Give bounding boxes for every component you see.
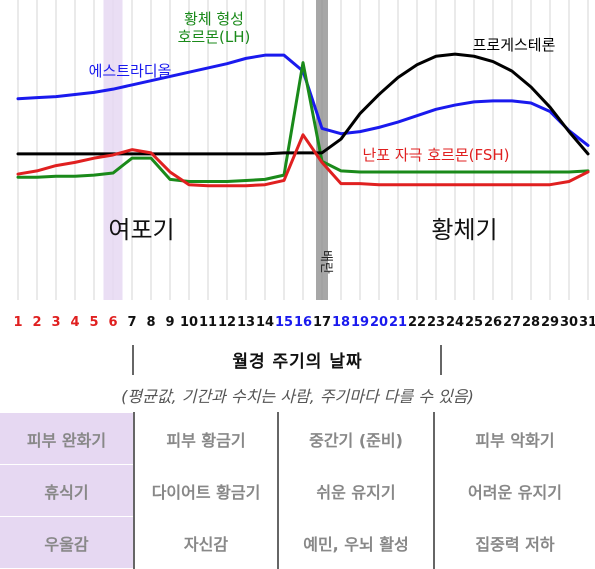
series-label: 호르몬(LH) bbox=[178, 28, 251, 46]
x-tick-label: 18 bbox=[332, 315, 350, 330]
series-label: 에스트라디올 bbox=[89, 62, 172, 80]
table-row: 피부 완화기 피부 황금기 중간기 (준비) 피부 악화기 bbox=[0, 412, 595, 465]
x-tick-label: 24 bbox=[446, 315, 464, 330]
table-cell: 피부 완화기 bbox=[0, 412, 135, 465]
x-tick-label: 30 bbox=[560, 315, 578, 330]
x-axis-ticks: 1 2 3 4 5 6 7 8 9 10 11 12 13 14 15 16 17 18 19 20 21 22 23 24 2… bbox=[13, 315, 595, 330]
x-tick-label: 29 bbox=[541, 315, 559, 330]
x-tick-label: 11 bbox=[199, 315, 217, 330]
x-tick-label: 13 bbox=[237, 315, 255, 330]
x-tick-label: 26 bbox=[484, 315, 502, 330]
x-tick-label: 5 bbox=[89, 315, 98, 330]
highlight-band-day-6 bbox=[103, 0, 123, 300]
table-cell: 다이어트 황금기 bbox=[133, 464, 279, 517]
ovulation-bar bbox=[316, 0, 328, 300]
phase-label: 황체기 bbox=[431, 216, 497, 244]
table-title-row: 월경 주기의 날짜 bbox=[0, 345, 595, 375]
series-label: 황체 형성 bbox=[184, 10, 244, 28]
x-tick-label: 16 bbox=[294, 315, 312, 330]
x-tick-label: 14 bbox=[256, 315, 274, 330]
table-cell: 예민, 우뇌 활성 bbox=[277, 516, 435, 569]
table-cell: 휴식기 bbox=[0, 464, 135, 517]
table-cell: 피부 황금기 bbox=[133, 412, 279, 465]
table-subtitle: (평균값, 기간과 수치는 사람, 주기마다 다를 수 있음) bbox=[121, 387, 474, 406]
x-tick-label: 3 bbox=[51, 315, 60, 330]
phase-table: 피부 완화기 피부 황금기 중간기 (준비) 피부 악화기 휴식기 다이어트 황… bbox=[0, 412, 595, 569]
x-tick-label: 15 bbox=[275, 315, 293, 330]
table-row: 우울감 자신감 예민, 우뇌 활성 집중력 저하 bbox=[0, 516, 595, 569]
table-cell: 우울감 bbox=[0, 516, 135, 569]
table-cell: 쉬운 유지기 bbox=[277, 464, 435, 517]
x-tick-label: 27 bbox=[503, 315, 521, 330]
x-tick-label: 21 bbox=[389, 315, 407, 330]
x-tick-label: 20 bbox=[370, 315, 388, 330]
x-tick-label: 25 bbox=[465, 315, 483, 330]
table-cell: 자신감 bbox=[133, 516, 279, 569]
x-tick-label: 31 bbox=[579, 315, 595, 330]
x-tick-label: 12 bbox=[218, 315, 236, 330]
x-tick-label: 19 bbox=[351, 315, 369, 330]
ovulation-marker: 배란 bbox=[316, 0, 333, 300]
table-cell: 집중력 저하 bbox=[433, 516, 595, 569]
x-tick-label: 10 bbox=[180, 315, 198, 330]
table-cell: 중간기 (준비) bbox=[277, 412, 435, 465]
table-cell: 피부 악화기 bbox=[433, 412, 595, 465]
table-cell: 어려운 유지기 bbox=[433, 464, 595, 517]
ovulation-label: 배란 bbox=[318, 250, 333, 274]
x-tick-label: 6 bbox=[108, 315, 117, 330]
x-tick-label: 9 bbox=[165, 315, 174, 330]
series-label: 난포 자극 호르몬(FSH) bbox=[362, 146, 509, 164]
series-lines bbox=[16, 52, 590, 188]
series-line-4 bbox=[16, 133, 590, 188]
x-tick-label: 28 bbox=[522, 315, 540, 330]
table-row: 휴식기 다이어트 황금기 쉬운 유지기 어려운 유지기 bbox=[0, 464, 595, 517]
table-title: 월경 주기의 날짜 bbox=[232, 352, 363, 372]
phase-label: 여포기 bbox=[108, 216, 174, 244]
x-tick-label: 23 bbox=[427, 315, 445, 330]
title-divider-right bbox=[440, 345, 442, 375]
x-tick-label: 22 bbox=[408, 315, 426, 330]
x-tick-label: 1 bbox=[13, 315, 22, 330]
x-tick-label: 7 bbox=[127, 315, 136, 330]
series-label: 프로게스테론 bbox=[473, 36, 556, 54]
x-tick-label: 2 bbox=[32, 315, 41, 330]
title-divider-left bbox=[132, 345, 134, 375]
series-line-2 bbox=[16, 61, 590, 184]
x-tick-label: 17 bbox=[313, 315, 331, 330]
x-tick-label: 4 bbox=[70, 315, 79, 330]
x-tick-label: 8 bbox=[146, 315, 155, 330]
